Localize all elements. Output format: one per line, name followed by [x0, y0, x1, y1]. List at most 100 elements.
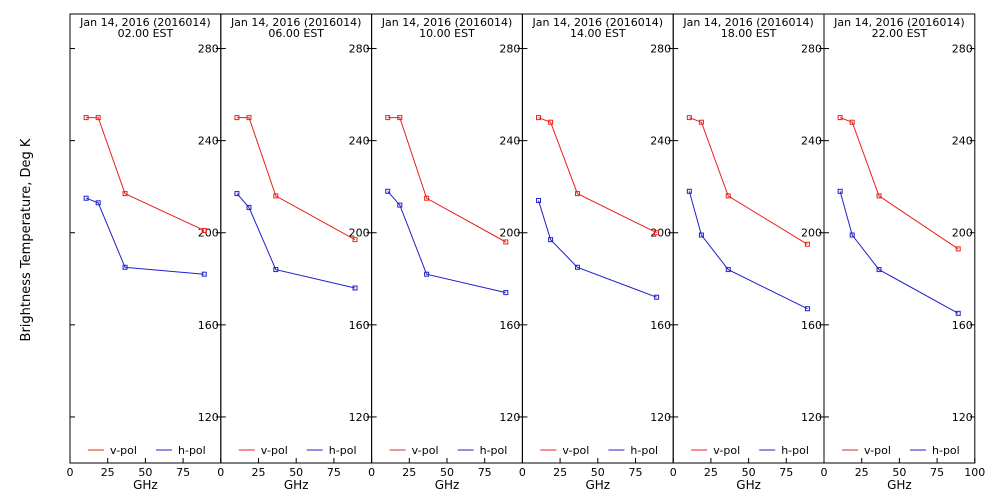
legend-label-h-pol: h-pol — [178, 444, 206, 457]
series-line-h-pol — [839, 191, 959, 314]
data-point-h-pol — [876, 267, 882, 273]
data-point-v-pol — [503, 239, 509, 245]
data-point-v-pol — [849, 119, 855, 125]
data-point-v-pol — [536, 115, 542, 121]
y-tick-label: 240 — [801, 135, 822, 148]
y-tick-label: 240 — [650, 135, 671, 148]
legend-label-h-pol: h-pol — [630, 444, 658, 457]
data-point-v-pol — [122, 191, 128, 197]
series-line-h-pol — [236, 193, 356, 289]
y-tick-label: 120 — [349, 411, 370, 424]
data-point-v-pol — [686, 115, 692, 121]
data-point-h-pol — [725, 267, 731, 273]
data-point-v-pol — [574, 191, 580, 197]
chart-panel-1: Jan 14, 2016 (2016014)02.00 EST120160200… — [67, 13, 222, 492]
series-line-v-pol — [689, 117, 808, 245]
series-line-v-pol — [839, 117, 959, 250]
y-tick-label: 280 — [650, 43, 671, 56]
data-point-h-pol — [95, 200, 101, 206]
y-tick-label: 280 — [349, 43, 370, 56]
legend-label-h-pol: h-pol — [781, 444, 809, 457]
y-tick-label: 120 — [650, 411, 671, 424]
series-line-v-pol — [86, 117, 205, 231]
data-point-h-pol — [234, 191, 240, 197]
chart-panel-5: Jan 14, 2016 (2016014)18.00 EST 120 160 200… — [670, 13, 825, 492]
data-point-h-pol — [83, 195, 89, 201]
data-point-h-pol — [397, 202, 403, 208]
x-tick-label: 25 — [402, 466, 416, 479]
series-line-h-pol — [85, 197, 205, 275]
data-point-h-pol — [837, 188, 843, 194]
data-point-h-pol — [849, 232, 855, 238]
data-point-v-pol — [654, 230, 660, 236]
panel-title: Jan 14, 2016 (2016014) — [79, 16, 211, 29]
x-axis-label: GHz — [887, 478, 912, 492]
data-point-v-pol — [352, 237, 358, 243]
legend-label-h-pol: h-pol — [480, 444, 508, 457]
y-tick-label: 240 — [349, 135, 370, 148]
y-tick-label: 160 — [650, 319, 671, 332]
legend-label-v-pol: v-pol — [864, 444, 891, 457]
y-tick-label: 280 — [198, 43, 219, 56]
legend-label-v-pol: v-pol — [713, 444, 740, 457]
x-tick-label: 75 — [930, 466, 944, 479]
x-tick-label: 75 — [327, 466, 341, 479]
data-point-h-pol — [122, 264, 128, 270]
x-tick-label: 25 — [855, 466, 869, 479]
x-tick-label: 0 — [368, 466, 375, 479]
data-point-h-pol — [548, 237, 554, 243]
x-tick-label: 25 — [553, 466, 567, 479]
legend-label-v-pol: v-pol — [562, 444, 589, 457]
y-tick-label: 160 — [952, 319, 973, 332]
x-tick-label: 50 — [591, 466, 605, 479]
x-axis-label: GHz — [133, 478, 158, 492]
data-point-v-pol — [955, 246, 961, 252]
data-point-h-pol — [246, 204, 252, 210]
x-tick-label: 50 — [742, 466, 756, 479]
chart-panel-4: Jan 14, 2016 (2016014)14.00 EST 120 160 200… — [519, 13, 674, 492]
data-point-h-pol — [273, 267, 279, 273]
y-tick-label: 200 — [349, 227, 370, 240]
y-tick-label: 160 — [349, 319, 370, 332]
data-point-v-pol — [95, 115, 101, 121]
data-point-v-pol — [725, 193, 731, 199]
x-tick-label: 0 — [519, 466, 526, 479]
x-tick-label: 50 — [289, 466, 303, 479]
data-point-v-pol — [837, 115, 843, 121]
panel-subtitle: 22.00 EST — [872, 27, 928, 40]
x-tick-label: 75 — [478, 466, 492, 479]
data-point-v-pol — [234, 115, 240, 121]
panel-subtitle: 18.00 EST — [721, 27, 777, 40]
data-point-h-pol — [385, 188, 391, 194]
legend-label-v-pol: v-pol — [261, 444, 288, 457]
y-tick-label: 160 — [198, 319, 219, 332]
panel-subtitle: 06.00 EST — [268, 27, 324, 40]
y-tick-label: 120 — [198, 411, 219, 424]
y-tick-label: 200 — [801, 227, 822, 240]
data-point-v-pol — [548, 119, 554, 125]
y-tick-label: 280 — [499, 43, 520, 56]
x-tick-label: 75 — [629, 466, 643, 479]
panel-title: Jan 14, 2016 (2016014) — [381, 16, 513, 29]
data-point-v-pol — [246, 115, 252, 121]
data-point-v-pol — [273, 193, 279, 199]
data-point-h-pol — [955, 310, 961, 316]
x-tick-label: 0 — [821, 466, 828, 479]
legend-label-v-pol: v-pol — [412, 444, 439, 457]
data-point-h-pol — [654, 294, 660, 300]
x-tick-label: 75 — [176, 466, 190, 479]
data-point-h-pol — [536, 198, 542, 204]
y-tick-label: 240 — [952, 135, 973, 148]
data-point-h-pol — [698, 232, 704, 238]
series-line-h-pol — [538, 200, 657, 298]
legend-label-h-pol: h-pol — [932, 444, 960, 457]
series-line-v-pol — [387, 117, 507, 243]
chart-panel-3: Jan 14, 2016 (2016014)10.00 EST 120 160 200… — [368, 13, 523, 492]
chart-panel-2: Jan 14, 2016 (2016014)06.00 EST 120 160 200… — [217, 13, 373, 492]
panel-title: Jan 14, 2016 (2016014) — [682, 16, 814, 29]
x-tick-label: 75 — [779, 466, 793, 479]
data-point-h-pol — [201, 271, 207, 277]
data-point-h-pol — [424, 271, 430, 277]
data-point-v-pol — [876, 193, 882, 199]
